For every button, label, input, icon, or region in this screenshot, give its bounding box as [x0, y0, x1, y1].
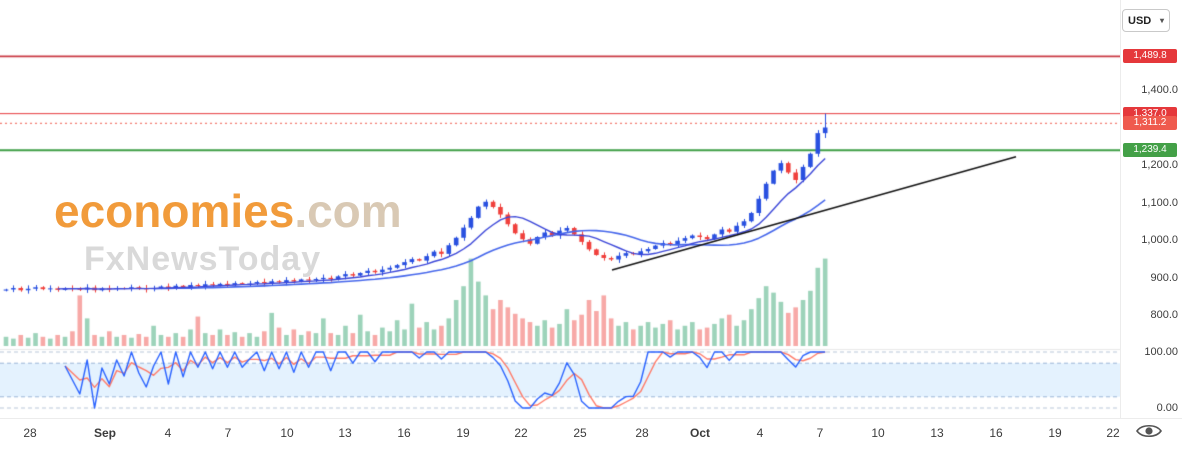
x-axis-label: 16	[989, 426, 1003, 440]
currency-selector-value: USD	[1128, 14, 1152, 27]
price-level-badge: 1,311.2	[1123, 116, 1177, 131]
x-axis-label: 16	[397, 426, 411, 440]
price-level-badge: 1,489.8	[1123, 49, 1177, 64]
chevron-down-icon: ▾	[1159, 16, 1164, 25]
time-axis[interactable]: 28 Sep 4 7 10 13 16 19 22 25 28 Oct 4 7 10 13 16 19 22	[0, 418, 1182, 449]
y-axis-label: 1,100.0	[1141, 196, 1178, 209]
x-axis-label: 7	[816, 426, 824, 440]
y-axis-label: 1,400.0	[1141, 84, 1178, 96]
x-axis-label: 28	[23, 426, 37, 440]
y-axis-label: 900.0	[1150, 271, 1178, 284]
x-axis-label: 10	[280, 426, 294, 440]
y-axis-label: 1,000.0	[1141, 234, 1178, 246]
x-axis-label: Sep	[93, 426, 117, 440]
economies-logo-eye-icon[interactable]	[1136, 421, 1162, 446]
price-level-badge: 1,239.4	[1123, 143, 1177, 158]
x-axis-label: 4	[164, 426, 172, 440]
x-axis-label: 28	[635, 426, 649, 440]
x-axis-label: 13	[930, 426, 944, 440]
x-axis-label: 19	[456, 426, 470, 440]
x-axis-label: 19	[1048, 426, 1062, 440]
stoch-axis-label: 0.00	[1156, 402, 1178, 414]
x-axis-label: 22	[514, 426, 528, 440]
x-axis-label: 4	[756, 426, 764, 440]
currency-selector[interactable]: USD ▾	[1122, 9, 1170, 32]
x-axis-label: 13	[338, 426, 352, 440]
y-axis-label: 800.0	[1150, 309, 1178, 321]
x-axis-label: Oct	[689, 426, 711, 440]
x-axis-label: 10	[871, 426, 885, 440]
x-axis-label: 7	[224, 426, 232, 440]
stoch-axis-label: 100.00	[1144, 346, 1178, 358]
y-axis-label: 1,200.0	[1141, 159, 1178, 171]
x-axis-label: 22	[1106, 426, 1120, 440]
price-axis[interactable]: 1,400.0 1,200.0 1,100.0 1,000.0 900.0 800.0 10…	[1120, 0, 1182, 418]
price-chart-canvas[interactable]	[0, 0, 1120, 418]
x-axis-label: 25	[573, 426, 587, 440]
